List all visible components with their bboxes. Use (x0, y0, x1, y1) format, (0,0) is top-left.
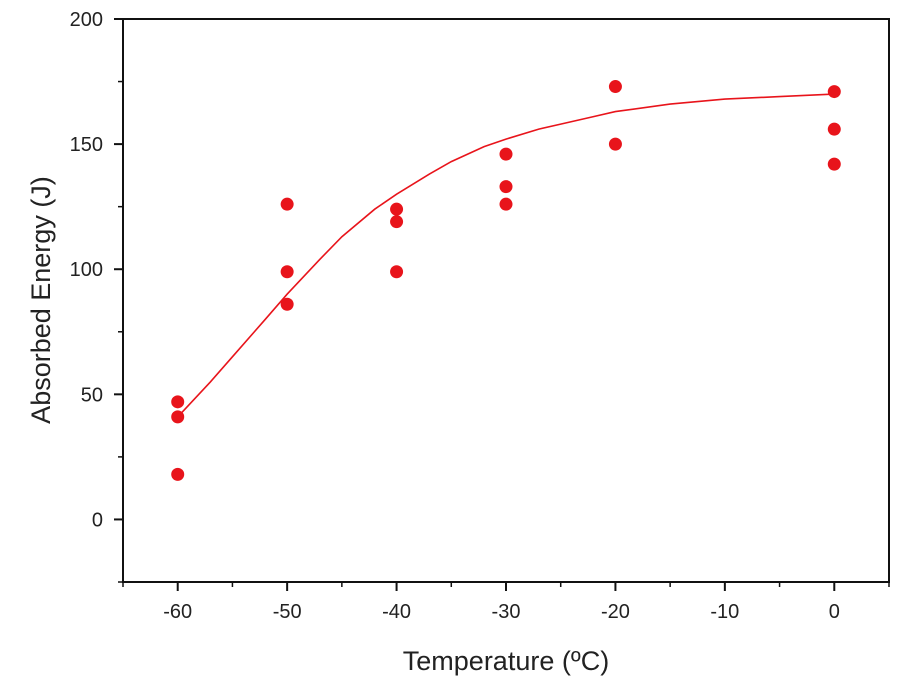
y-tick-label: 0 (92, 509, 103, 531)
data-point (280, 265, 294, 279)
plot-frame (122, 18, 890, 583)
x-tick-label: -40 (382, 601, 411, 623)
data-point (827, 85, 841, 99)
data-point (827, 157, 841, 171)
data-point (608, 137, 622, 151)
x-tick-label: -10 (710, 601, 739, 623)
y-tick-label: 100 (70, 259, 103, 281)
data-point (171, 395, 185, 409)
data-point (280, 297, 294, 311)
data-point (390, 202, 404, 216)
x-tick-label: -60 (163, 601, 192, 623)
data-point (171, 467, 185, 481)
y-tick-label: 150 (70, 134, 103, 156)
x-axis-title: Temperature (ºC) (403, 646, 609, 676)
x-tick-label: -20 (601, 601, 630, 623)
y-tick-label: 200 (70, 9, 103, 31)
x-tick-label: -30 (492, 601, 521, 623)
y-axis-title: Absorbed Energy (J) (26, 176, 56, 424)
y-tick-label: 50 (81, 384, 103, 406)
data-point (499, 197, 513, 211)
x-tick-label: 0 (829, 601, 840, 623)
data-point (390, 215, 404, 229)
data-point (827, 122, 841, 136)
data-point (171, 410, 185, 424)
data-point (499, 180, 513, 194)
data-point (280, 197, 294, 211)
fit-curve (177, 93, 835, 418)
data-point (499, 147, 513, 161)
x-tick-label: -50 (273, 601, 302, 623)
data-point (390, 265, 404, 279)
data-point (608, 80, 622, 94)
